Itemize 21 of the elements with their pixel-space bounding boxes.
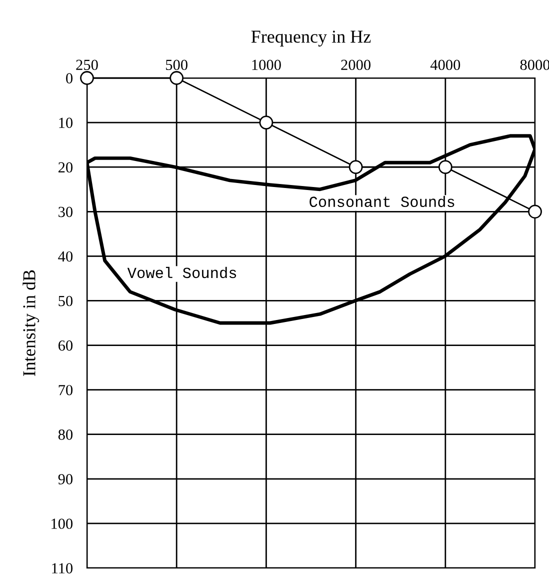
y-tick-label: 100 [52,518,73,529]
y-tick-label: 40 [58,251,73,262]
y-tick-label: 10 [59,118,73,128]
x-tick-label: 250 [76,60,98,70]
x-tick-label: 4000 [430,60,460,70]
annotation: Consonant Sounds [310,196,454,208]
x-tick-label: 500 [166,60,188,70]
y-tick-label: 20 [58,162,73,173]
x-tick-label: 2000 [341,60,370,70]
y-tick-label: 70 [58,384,73,396]
y-tick-label: 0 [66,73,73,84]
y-tick-label: 110 [52,563,73,574]
y-tick-label: 60 [58,340,73,351]
annotation: Vowel Sounds [127,266,236,278]
x-tick-label: 1000 [252,60,281,70]
y-tick-label: 80 [58,430,73,440]
y-tick-label: 90 [58,474,73,484]
y-tick-label: 30 [58,206,73,218]
y-axis-title: Intensity in dB [22,270,40,376]
y-tick-label: 50 [58,296,73,306]
x-axis-title: Frequency in Hz [251,30,371,47]
